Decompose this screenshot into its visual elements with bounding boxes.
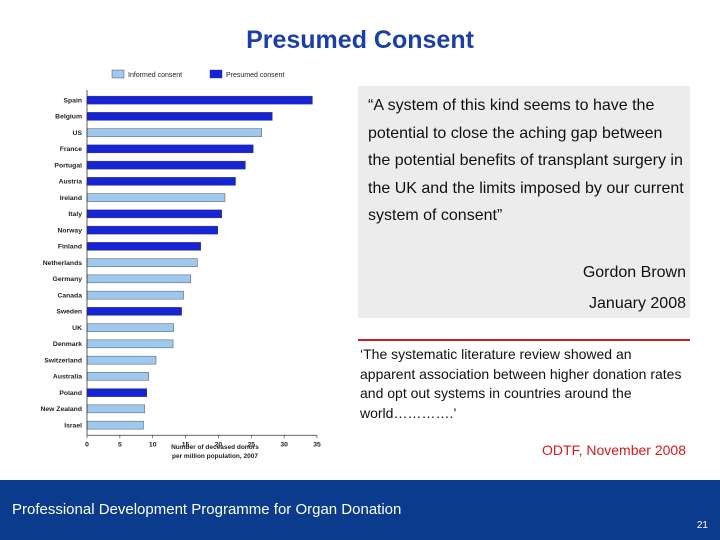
category-label: Germany [53, 276, 83, 283]
bar-new-zealand [86, 404, 146, 414]
category-label: Finland [58, 244, 82, 251]
x-tick-label: 15 [182, 441, 190, 448]
category-label: US [73, 130, 83, 137]
gordon-brown-quote: “A system of this kind seems to have the… [368, 97, 684, 224]
bar-canada [86, 290, 184, 300]
chart-legend: Informed consent Presumed consent [111, 69, 284, 79]
bar-us [86, 128, 263, 137]
x-tick-label: 30 [280, 441, 288, 448]
bar-ireland [86, 193, 226, 202]
legend-label-presumed: Presumed consent [226, 72, 284, 79]
x-tick-labels: 0 5 10 15 20 25 30 35 [85, 435, 321, 448]
quote-background [358, 86, 690, 318]
bar-uk [86, 323, 174, 332]
legend-swatch-presumed [209, 69, 223, 79]
bar-israel [86, 420, 144, 430]
x-axis-label-line2: per million population, 2007 [172, 453, 258, 460]
category-label: Poland [59, 390, 82, 397]
donor-rate-chart: Informed consent Presumed consent Spain B… [40, 69, 321, 460]
x-axis-label-line1: Number of deceased donors [171, 444, 259, 451]
odtf-source: ODTF, November 2008 [542, 442, 686, 458]
bar-portugal [86, 160, 246, 170]
category-label: Austria [59, 179, 83, 186]
legend-label-informed: Informed consent [128, 72, 182, 79]
category-label: Denmark [53, 341, 82, 348]
x-tick-label: 0 [85, 441, 89, 448]
x-tick-label: 20 [215, 441, 223, 448]
footer-programme-title: Professional Development Programme for O… [12, 501, 402, 518]
category-label: Switzerland [44, 357, 82, 364]
bar-finland [86, 242, 201, 251]
category-label: Netherlands [43, 260, 83, 267]
bar-switzerland [86, 355, 157, 365]
bar-austria [86, 177, 236, 186]
bar-sweden [86, 307, 182, 316]
category-label: Australia [53, 374, 82, 381]
bar-italy [86, 209, 222, 219]
category-label: France [60, 146, 83, 153]
category-label: UK [72, 325, 82, 332]
category-label: Spain [63, 97, 82, 104]
category-label: New Zealand [40, 406, 82, 413]
odtf-quote: ‘The systematic literature review showed… [360, 346, 682, 421]
red-divider [358, 339, 690, 341]
x-tick-label: 25 [248, 441, 256, 448]
quote-author: Gordon Brown [582, 264, 686, 281]
category-label: Canada [57, 292, 82, 299]
x-tick-label: 10 [149, 441, 157, 448]
category-labels: Spain Belgium US France Portugal Austria Irela… [40, 97, 82, 429]
bars [86, 95, 313, 430]
bar-poland [86, 388, 147, 397]
bar-belgium [86, 112, 273, 121]
category-label: Sweden [56, 309, 82, 316]
category-label: Israel [64, 422, 82, 429]
bar-australia [86, 372, 149, 381]
slide-title: Presumed Consent [246, 26, 474, 54]
category-label: Portugal [54, 162, 82, 169]
bar-norway [86, 225, 218, 235]
bar-denmark [86, 339, 174, 349]
category-label: Italy [68, 211, 82, 218]
page-number: 21 [696, 520, 708, 531]
bar-germany [86, 274, 192, 284]
x-tick-label: 5 [118, 441, 122, 448]
bar-spain [86, 95, 313, 105]
footer-bar: Professional Development Programme for O… [0, 480, 720, 540]
bar-france [86, 144, 254, 154]
category-label: Belgium [55, 114, 82, 121]
x-tick-label: 35 [313, 441, 321, 448]
bar-netherlands [86, 258, 198, 267]
quote-date: January 2008 [589, 295, 686, 312]
category-label: Ireland [60, 195, 82, 202]
legend-swatch-informed [111, 69, 125, 79]
category-label: Norway [57, 227, 82, 234]
